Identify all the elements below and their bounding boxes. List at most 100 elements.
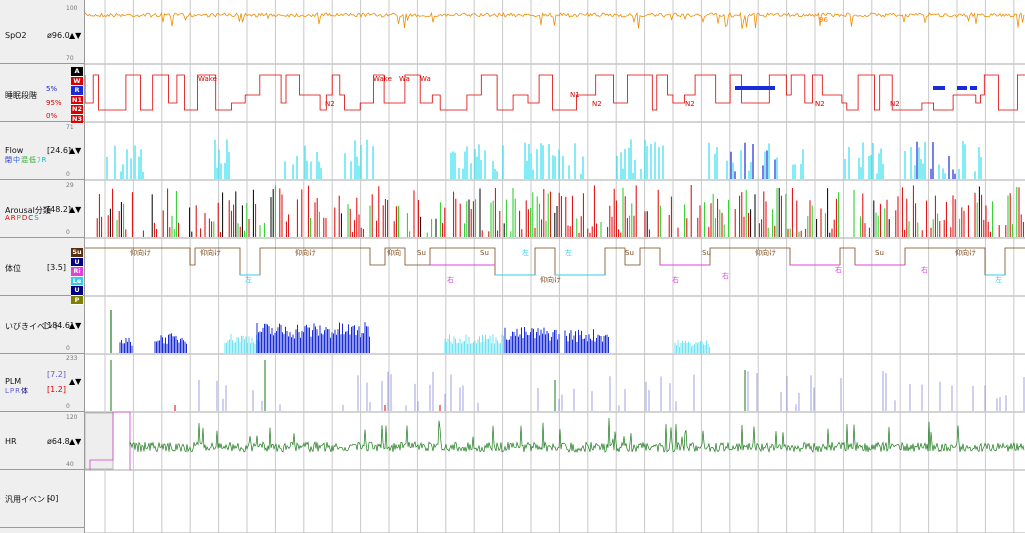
flow-ymax: 71: [66, 124, 74, 131]
arousal-scale-arrows[interactable]: ▲▼: [69, 205, 82, 214]
hr-channel-label[interactable]: HR ø64.8 ▲▼ 120 40: [0, 412, 84, 470]
stage-label: Wa: [420, 75, 431, 83]
flow-channel-label[interactable]: Flow [24.6] ▲▼ 閉中混低ﾌR 71 0: [0, 122, 84, 180]
position-label: 右: [672, 275, 679, 284]
spo2-ymax: 100: [66, 5, 78, 12]
position-label: 仰向け: [540, 275, 561, 284]
arousal-legend-item: R: [10, 214, 16, 222]
stage-label: Wa: [399, 75, 410, 83]
stage-key-2: R: [71, 86, 83, 96]
snore-name: いびきイベント: [5, 322, 61, 331]
position-label: 仰向け: [295, 248, 316, 257]
generic-event-channel-label[interactable]: 汎用イベント [0]: [0, 470, 84, 528]
position-key-0: Su: [71, 248, 83, 258]
arousal-value: [48.2]: [47, 205, 72, 214]
arousal-legend-item: A: [5, 214, 10, 222]
arousal-legend-item: D: [21, 214, 28, 222]
flow-legend-item: 中: [13, 156, 20, 164]
position-label: 右: [835, 265, 842, 274]
hr-trace: [129, 417, 1025, 454]
position-key-2: Ri: [71, 267, 83, 277]
flow-scale-arrows[interactable]: ▲▼: [69, 146, 82, 155]
position-label: 右: [722, 271, 729, 280]
rem-block: [970, 86, 977, 90]
hr-ymin: 40: [66, 461, 74, 468]
arousal-channel-label[interactable]: Arousal分類 [48.2] ▲▼ ARPDCS 29 0: [0, 180, 84, 238]
position-key-3: Le: [71, 276, 83, 286]
stage-label: N2: [325, 100, 335, 108]
plm-ymax: 233: [66, 355, 78, 362]
stage-label: Wake: [198, 75, 217, 83]
arousal-legend-item: C: [28, 214, 34, 222]
hr-name: HR: [5, 437, 17, 446]
position-channel-label[interactable]: 体位 [3.5] Su U Ri Le U P: [0, 238, 84, 305]
hypnogram-trace: [85, 74, 1025, 111]
hr-ymax: 120: [66, 414, 78, 421]
nrem-percent: 95%: [46, 99, 62, 107]
hr-artifact-region: [85, 412, 114, 470]
position-name: 体位: [5, 264, 21, 273]
snore-channel-label[interactable]: いびきイベント [184.6] ▲▼ 0: [0, 296, 84, 354]
arousal-ymax: 29: [66, 182, 74, 189]
stage-key-0: A: [71, 67, 83, 77]
plm-legend-item: R: [15, 387, 21, 395]
plm-legend-item: 体: [21, 387, 29, 395]
spo2-channel-label[interactable]: SpO2 ø96.0 ▲▼ 100 70: [0, 0, 84, 64]
position-key-1: U: [71, 257, 83, 267]
plm-channel-label[interactable]: PLM [7.2] [1.2] ▲▼ LPR体 233 0: [0, 354, 84, 412]
position-label: 仰向け: [955, 248, 976, 257]
stage-label: N2: [890, 100, 900, 108]
position-key-5: P: [71, 295, 83, 305]
spo2-trace: [85, 11, 1025, 29]
generic-event-name: 汎用イベント: [5, 495, 53, 504]
generic-event-value: [0]: [47, 494, 59, 503]
plm-name: PLM: [5, 377, 22, 386]
hr-calibration-marker: [89, 411, 131, 470]
position-label: 左: [995, 275, 1002, 284]
plm-legend-item: L: [5, 387, 9, 395]
flow-legend-item: 閉: [5, 156, 12, 164]
position-label: Su: [702, 249, 711, 257]
stage-color-key: A W R N1 N2 N3: [71, 67, 83, 124]
stage-key-1: W: [71, 76, 83, 86]
stage-label: N2: [815, 100, 825, 108]
snore-ymin: 0: [66, 345, 70, 352]
spo2-value: ø96.0: [47, 31, 70, 40]
snore-scale-arrows[interactable]: ▲▼: [69, 321, 82, 330]
position-label: 仰向け: [200, 248, 221, 257]
stage-label: N2: [685, 100, 695, 108]
plm-value-1: [7.2]: [47, 370, 66, 379]
position-label: 右: [447, 275, 454, 284]
spo2-ymin: 70: [66, 55, 74, 62]
position-label: 仰向け: [130, 248, 151, 257]
position-label: 左: [522, 248, 529, 257]
flow-legend-item: ﾌ: [37, 156, 41, 164]
flow-legend: 閉中混低ﾌR: [5, 155, 47, 165]
arousal-legend: ARPDCS: [5, 214, 40, 222]
spo2-scale-arrows[interactable]: ▲▼: [69, 31, 82, 40]
stage-key-4: N2: [71, 105, 83, 115]
position-label: 仰向け: [755, 248, 776, 257]
position-color-key: Su U Ri Le U P: [71, 248, 83, 305]
snore-value: [184.6]: [44, 321, 74, 330]
sleep-stage-channel-label[interactable]: 睡眠段階 5% 95% 0% A W R N1 N2 N3: [0, 64, 84, 124]
stage-label: Wake: [373, 75, 392, 83]
flow-value: [24.6]: [47, 146, 72, 155]
plm-value-2: [1.2]: [47, 385, 66, 394]
spo2-name: SpO2: [5, 31, 27, 40]
arousal-legend-item: S: [34, 214, 39, 222]
position-key-4: U: [71, 286, 83, 296]
plm-scale-arrows[interactable]: ▲▼: [69, 377, 82, 386]
position-label: 左: [565, 248, 572, 257]
sleep-stage-name: 睡眠段階: [5, 91, 37, 100]
wake-percent: 0%: [46, 112, 58, 120]
position-label: 左: [245, 275, 252, 284]
plm-legend-item: P: [9, 387, 15, 395]
plm-ymin: 0: [66, 403, 70, 410]
hr-scale-arrows[interactable]: ▲▼: [69, 437, 82, 446]
position-label: Su: [417, 249, 426, 257]
rem-block: [957, 86, 967, 90]
position-label: Su: [875, 249, 884, 257]
